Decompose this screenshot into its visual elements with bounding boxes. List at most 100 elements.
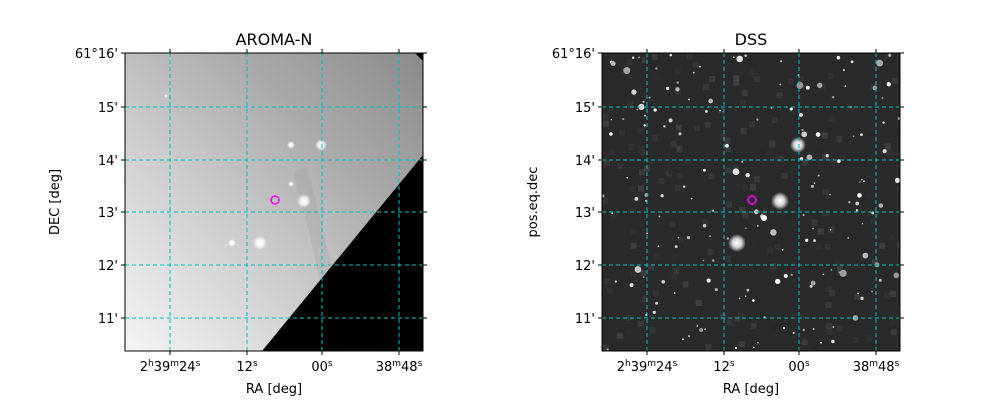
star: [789, 107, 793, 111]
star: [830, 269, 833, 271]
noise: [870, 218, 877, 225]
x-tick-label: 00s: [788, 359, 810, 375]
star: [622, 118, 625, 121]
star: [878, 278, 882, 282]
star: [738, 297, 741, 300]
panel-dss: DSS 2h39m24s 12s 00s 38m48s 11' 12' 13' 14' 15'…: [526, 30, 904, 397]
x-tick-label: 2h39m24s: [617, 359, 678, 375]
star: [708, 98, 713, 104]
noise: [709, 75, 716, 82]
noise: [733, 75, 740, 82]
image-area: [125, 53, 423, 351]
noise: [637, 185, 644, 192]
star: [688, 98, 690, 101]
noise: [897, 249, 900, 256]
star: [771, 192, 789, 210]
noise: [602, 198, 609, 205]
star: [669, 53, 672, 57]
axes-frame: [601, 52, 901, 352]
noise: [797, 75, 804, 82]
star: [816, 82, 823, 89]
star: [863, 180, 865, 182]
x-tick-label: 38m48s: [853, 359, 900, 375]
star: [704, 328, 706, 330]
noise: [875, 81, 882, 88]
noise: [652, 290, 659, 297]
noise: [822, 153, 829, 160]
noise: [700, 61, 707, 68]
noise: [859, 184, 866, 191]
noise: [616, 332, 623, 339]
star: [661, 279, 666, 284]
star: [726, 237, 729, 240]
noise: [654, 74, 661, 81]
star: [812, 227, 814, 230]
noise: [670, 142, 677, 149]
noise: [748, 121, 755, 128]
star: [847, 236, 850, 239]
star: [728, 234, 746, 252]
noise: [829, 290, 836, 297]
noise: [890, 329, 897, 336]
noise: [826, 323, 833, 330]
noise: [678, 236, 685, 243]
noise: [668, 169, 675, 176]
x-tick-label: 00s: [311, 359, 333, 375]
x-tick-label: 12s: [713, 359, 735, 375]
noise: [627, 115, 634, 122]
noise: [895, 185, 900, 192]
noise: [815, 243, 822, 250]
star: [857, 292, 860, 295]
target-marker: [270, 195, 280, 205]
noise: [739, 310, 746, 317]
star: [886, 82, 892, 87]
noise: [753, 176, 760, 183]
star: [801, 131, 808, 138]
x-tick-label: 2h39m24s: [140, 359, 201, 375]
noise: [825, 286, 832, 293]
noise: [741, 184, 748, 191]
star: [714, 288, 718, 292]
noise: [887, 206, 894, 213]
noise: [750, 323, 757, 330]
star: [652, 310, 656, 314]
star: [643, 124, 646, 127]
star: [831, 339, 835, 344]
noise: [817, 228, 824, 235]
star: [813, 239, 816, 243]
star: [164, 94, 168, 98]
star: [614, 280, 618, 283]
star: [648, 96, 651, 99]
star: [756, 341, 759, 344]
star: [817, 174, 820, 177]
star: [663, 125, 666, 128]
star: [775, 278, 781, 285]
star: [779, 83, 782, 86]
noise: [671, 273, 678, 280]
noise: [789, 163, 796, 170]
noise: [889, 291, 896, 298]
star: [810, 184, 814, 188]
noise: [865, 193, 872, 200]
noise: [836, 348, 843, 351]
star: [674, 245, 678, 249]
noise: [628, 207, 635, 214]
star: [675, 87, 680, 92]
noise: [631, 271, 638, 278]
noise: [651, 53, 658, 60]
star: [711, 259, 715, 262]
star: [734, 346, 738, 350]
masked-region: [262, 155, 423, 351]
noise: [872, 231, 879, 238]
grid: [602, 53, 900, 351]
x-ticks: 2h39m24s 12s 00s 38m48s: [140, 49, 423, 375]
star: [799, 112, 803, 117]
noise: [649, 327, 656, 334]
star: [802, 214, 805, 216]
noise: [876, 102, 883, 109]
star: [822, 273, 825, 276]
star: [642, 276, 645, 278]
star: [809, 284, 813, 288]
noise: [720, 303, 727, 310]
noise: [781, 172, 788, 179]
